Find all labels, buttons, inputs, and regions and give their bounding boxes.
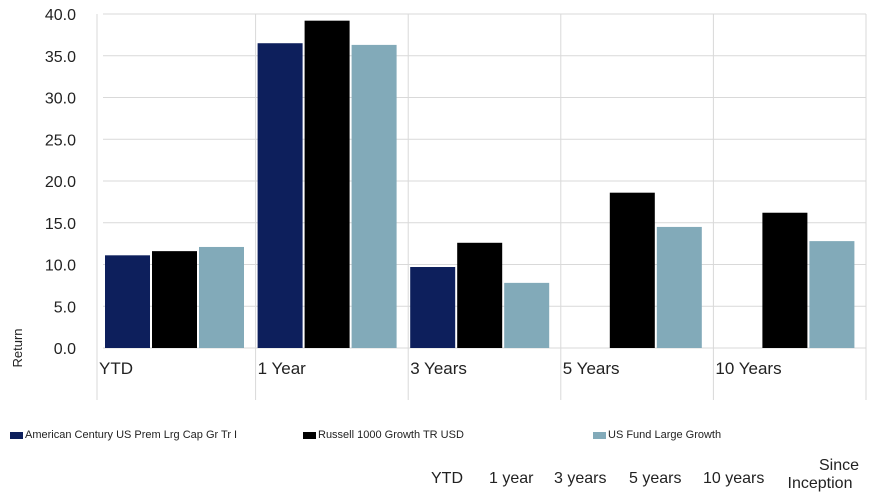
- category-label: 3 Years: [410, 359, 467, 378]
- bar-1-2: [457, 242, 503, 348]
- bar-0-1: [257, 43, 303, 348]
- category-label: YTD: [99, 359, 133, 378]
- y-tick-label: 10.0: [45, 258, 76, 275]
- y-tick-label: 40.0: [45, 7, 76, 24]
- bar-2-2: [504, 282, 550, 348]
- header-inception: Inception: [787, 475, 853, 492]
- y-tick-label: 30.0: [45, 91, 76, 108]
- bars: [105, 20, 855, 349]
- y-axis-ticks: 0.0 5.0 10.0 15.0 20.0 25.0 30.0 35.0 40.0: [45, 7, 76, 358]
- chart-legend: American Century US Prem Lrg Cap Gr Tr I…: [0, 429, 879, 445]
- legend-swatch: [303, 431, 316, 439]
- legend-label: American Century US Prem Lrg Cap Gr Tr I: [25, 429, 238, 441]
- legend-label: Russell 1000 Growth TR USD: [318, 429, 464, 441]
- header-ytd: YTD: [431, 470, 463, 487]
- bar-1-1: [304, 20, 350, 349]
- bar-0-2: [410, 267, 456, 348]
- category-label: 1 Year: [258, 359, 307, 378]
- category-label: 10 Years: [715, 359, 781, 378]
- legend-item: American Century US Prem Lrg Cap Gr Tr I: [10, 429, 237, 441]
- y-axis-label: Return: [10, 328, 25, 367]
- header-1-year: 1 year: [489, 470, 534, 487]
- legend-swatch: [10, 431, 23, 439]
- bar-1-0: [152, 251, 197, 348]
- legend-swatch: [593, 431, 606, 439]
- category-labels: YTD 1 Year 3 Years 5 Years 10 Years: [99, 359, 782, 378]
- return-bar-chart: 0.0 5.0 10.0 15.0 20.0 25.0 30.0 35.0 40.0 YTD 1 …: [10, 7, 867, 400]
- y-tick-label: 5.0: [54, 299, 76, 316]
- header-3-years: 3 years: [554, 470, 607, 487]
- y-tick-label: 35.0: [45, 49, 76, 66]
- bar-2-1: [351, 44, 397, 349]
- category-label: 5 Years: [563, 359, 620, 378]
- bar-2-0: [199, 246, 244, 348]
- header-since: Since: [818, 457, 859, 474]
- header-5-years: 5 years: [629, 470, 682, 487]
- header-10-years: 10 years: [703, 470, 765, 487]
- y-tick-label: 0.0: [54, 341, 76, 358]
- bar-1-4: [762, 212, 808, 348]
- bar-2-3: [656, 226, 702, 348]
- bar-2-4: [809, 241, 855, 348]
- legend-label: US Fund Large Growth: [608, 429, 722, 441]
- trailing-returns-header: YTD 1 year 3 years 5 years 10 years Sinc…: [0, 455, 879, 497]
- bar-0-0: [105, 255, 150, 348]
- header-since-inception: Since Inception: [780, 457, 860, 493]
- y-tick-label: 25.0: [45, 132, 76, 149]
- bar-1-3: [609, 192, 655, 348]
- y-tick-label: 15.0: [45, 216, 76, 233]
- legend-item: US Fund Large Growth: [593, 429, 721, 441]
- legend-item: Russell 1000 Growth TR USD: [303, 429, 464, 441]
- y-tick-label: 20.0: [45, 174, 76, 191]
